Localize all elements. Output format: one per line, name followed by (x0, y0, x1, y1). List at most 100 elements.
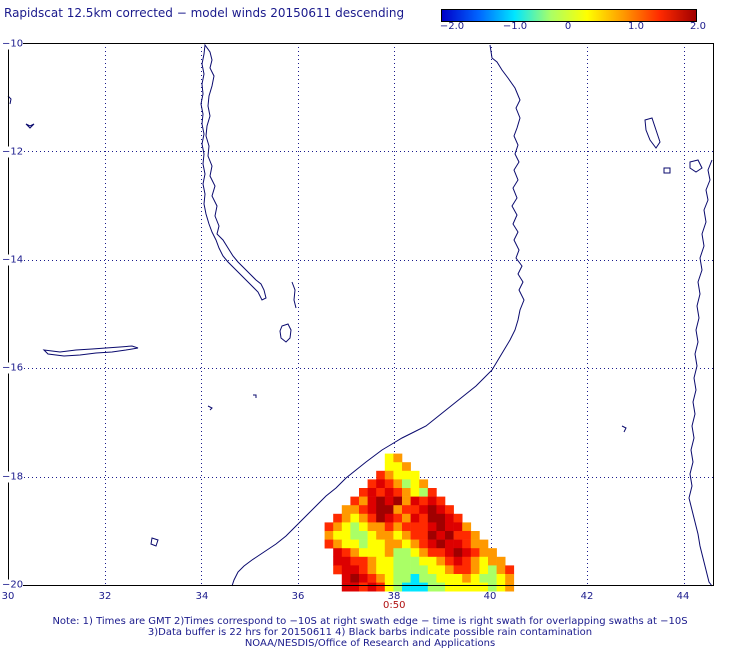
swath-cell (384, 470, 394, 480)
swath-cell (419, 505, 429, 515)
swath-cell (419, 522, 429, 532)
swath-cell (324, 539, 334, 549)
swath-cell (462, 556, 472, 566)
swath-cell (367, 548, 377, 558)
swath-cell (402, 548, 411, 558)
swath-cell (410, 479, 420, 489)
swath-cell (410, 574, 420, 583)
swath-cell (402, 539, 411, 549)
swath-cell (393, 505, 403, 515)
coastlines (7, 43, 713, 587)
swath-cell (333, 556, 343, 566)
swath-cell (384, 556, 394, 566)
swath-cell (384, 479, 394, 489)
swath-cell (367, 582, 377, 592)
swath-cell (402, 496, 411, 506)
map-frame (8, 43, 714, 586)
swath-cell (488, 556, 497, 566)
swath-cell (445, 582, 454, 592)
swath-cell (393, 462, 403, 472)
swath-cell (384, 462, 394, 472)
swath-cell (393, 522, 403, 532)
swath-cell (341, 522, 351, 532)
swath-cell (393, 488, 403, 497)
swath-cell (496, 582, 506, 592)
swath-cell (393, 539, 403, 549)
swath-cell (359, 582, 368, 592)
swath-cell (453, 539, 463, 549)
swath-cell (359, 531, 368, 540)
swath-cell (384, 574, 394, 583)
swath-cell (410, 582, 420, 592)
swath-cell (402, 531, 411, 540)
lat-label-16s: −16 (2, 362, 24, 374)
swath-cell (350, 548, 360, 558)
swath-cell (333, 513, 343, 523)
swath-cell (333, 539, 343, 549)
swath-cell (384, 453, 394, 463)
swath-cell (350, 565, 360, 575)
swath-cell (419, 531, 429, 540)
swath-cell (393, 531, 403, 540)
swath-cell (393, 565, 403, 575)
swath-cell (367, 505, 377, 515)
swath-cell (488, 574, 497, 583)
swath-cell (419, 565, 429, 575)
swath-cell (453, 522, 463, 532)
swath-cell (436, 513, 446, 523)
swath-cell (410, 470, 420, 480)
swath-cell (393, 548, 403, 558)
swath-cell (427, 488, 437, 497)
swath-cell (324, 531, 334, 540)
swath-cell (359, 496, 368, 506)
swath-cell (350, 505, 360, 515)
swath-cell (384, 565, 394, 575)
coastline-lake-chilwa (279, 323, 292, 343)
swath-cell (479, 574, 489, 583)
swath-cell (410, 522, 420, 532)
coastline-comoros (644, 117, 661, 149)
swath-cell (393, 556, 403, 566)
swath-cell (445, 556, 454, 566)
swath-cell (402, 556, 411, 566)
swath-cell (341, 539, 351, 549)
swath-cell (376, 531, 386, 540)
swath-cell (350, 522, 360, 532)
swath-cell (376, 539, 386, 549)
swath-cell (376, 479, 386, 489)
swath-cell (376, 556, 386, 566)
swath-cell (470, 574, 480, 583)
coastline-islet-2 (150, 537, 159, 547)
swath-cell (453, 565, 463, 575)
swath-cell (367, 479, 377, 489)
swath-cell (402, 522, 411, 532)
swath-cell (393, 479, 403, 489)
colorbar-tick-pos1: 1.0 (628, 21, 644, 32)
swath-cell (402, 505, 411, 515)
swath-time-label: 0:50 (383, 600, 406, 611)
swath-cell (479, 556, 489, 566)
swath-cell (376, 548, 386, 558)
swath-cell (436, 565, 446, 575)
swath-cell (462, 539, 472, 549)
swath-cell (436, 496, 446, 506)
swath-cell (376, 470, 386, 480)
swath-cell (402, 513, 411, 523)
coastline-madagascar (688, 159, 713, 587)
swath-cell (341, 531, 351, 540)
swath-cell (350, 582, 360, 592)
swath-cell (402, 462, 411, 472)
swath-cell (419, 582, 429, 592)
lon-label-32: 32 (98, 591, 112, 602)
swath-cell (333, 522, 343, 532)
lon-label-38: 38 (387, 591, 401, 602)
swath-cell (427, 513, 437, 523)
swath-cell (445, 574, 454, 583)
colorbar-tick-neg1: −1.0 (502, 21, 528, 32)
swath-cell (402, 582, 411, 592)
swath-cell (393, 582, 403, 592)
swath-cell (359, 574, 368, 583)
swath-cell (427, 531, 437, 540)
swath-cell (333, 548, 343, 558)
swath-cell (462, 531, 472, 540)
